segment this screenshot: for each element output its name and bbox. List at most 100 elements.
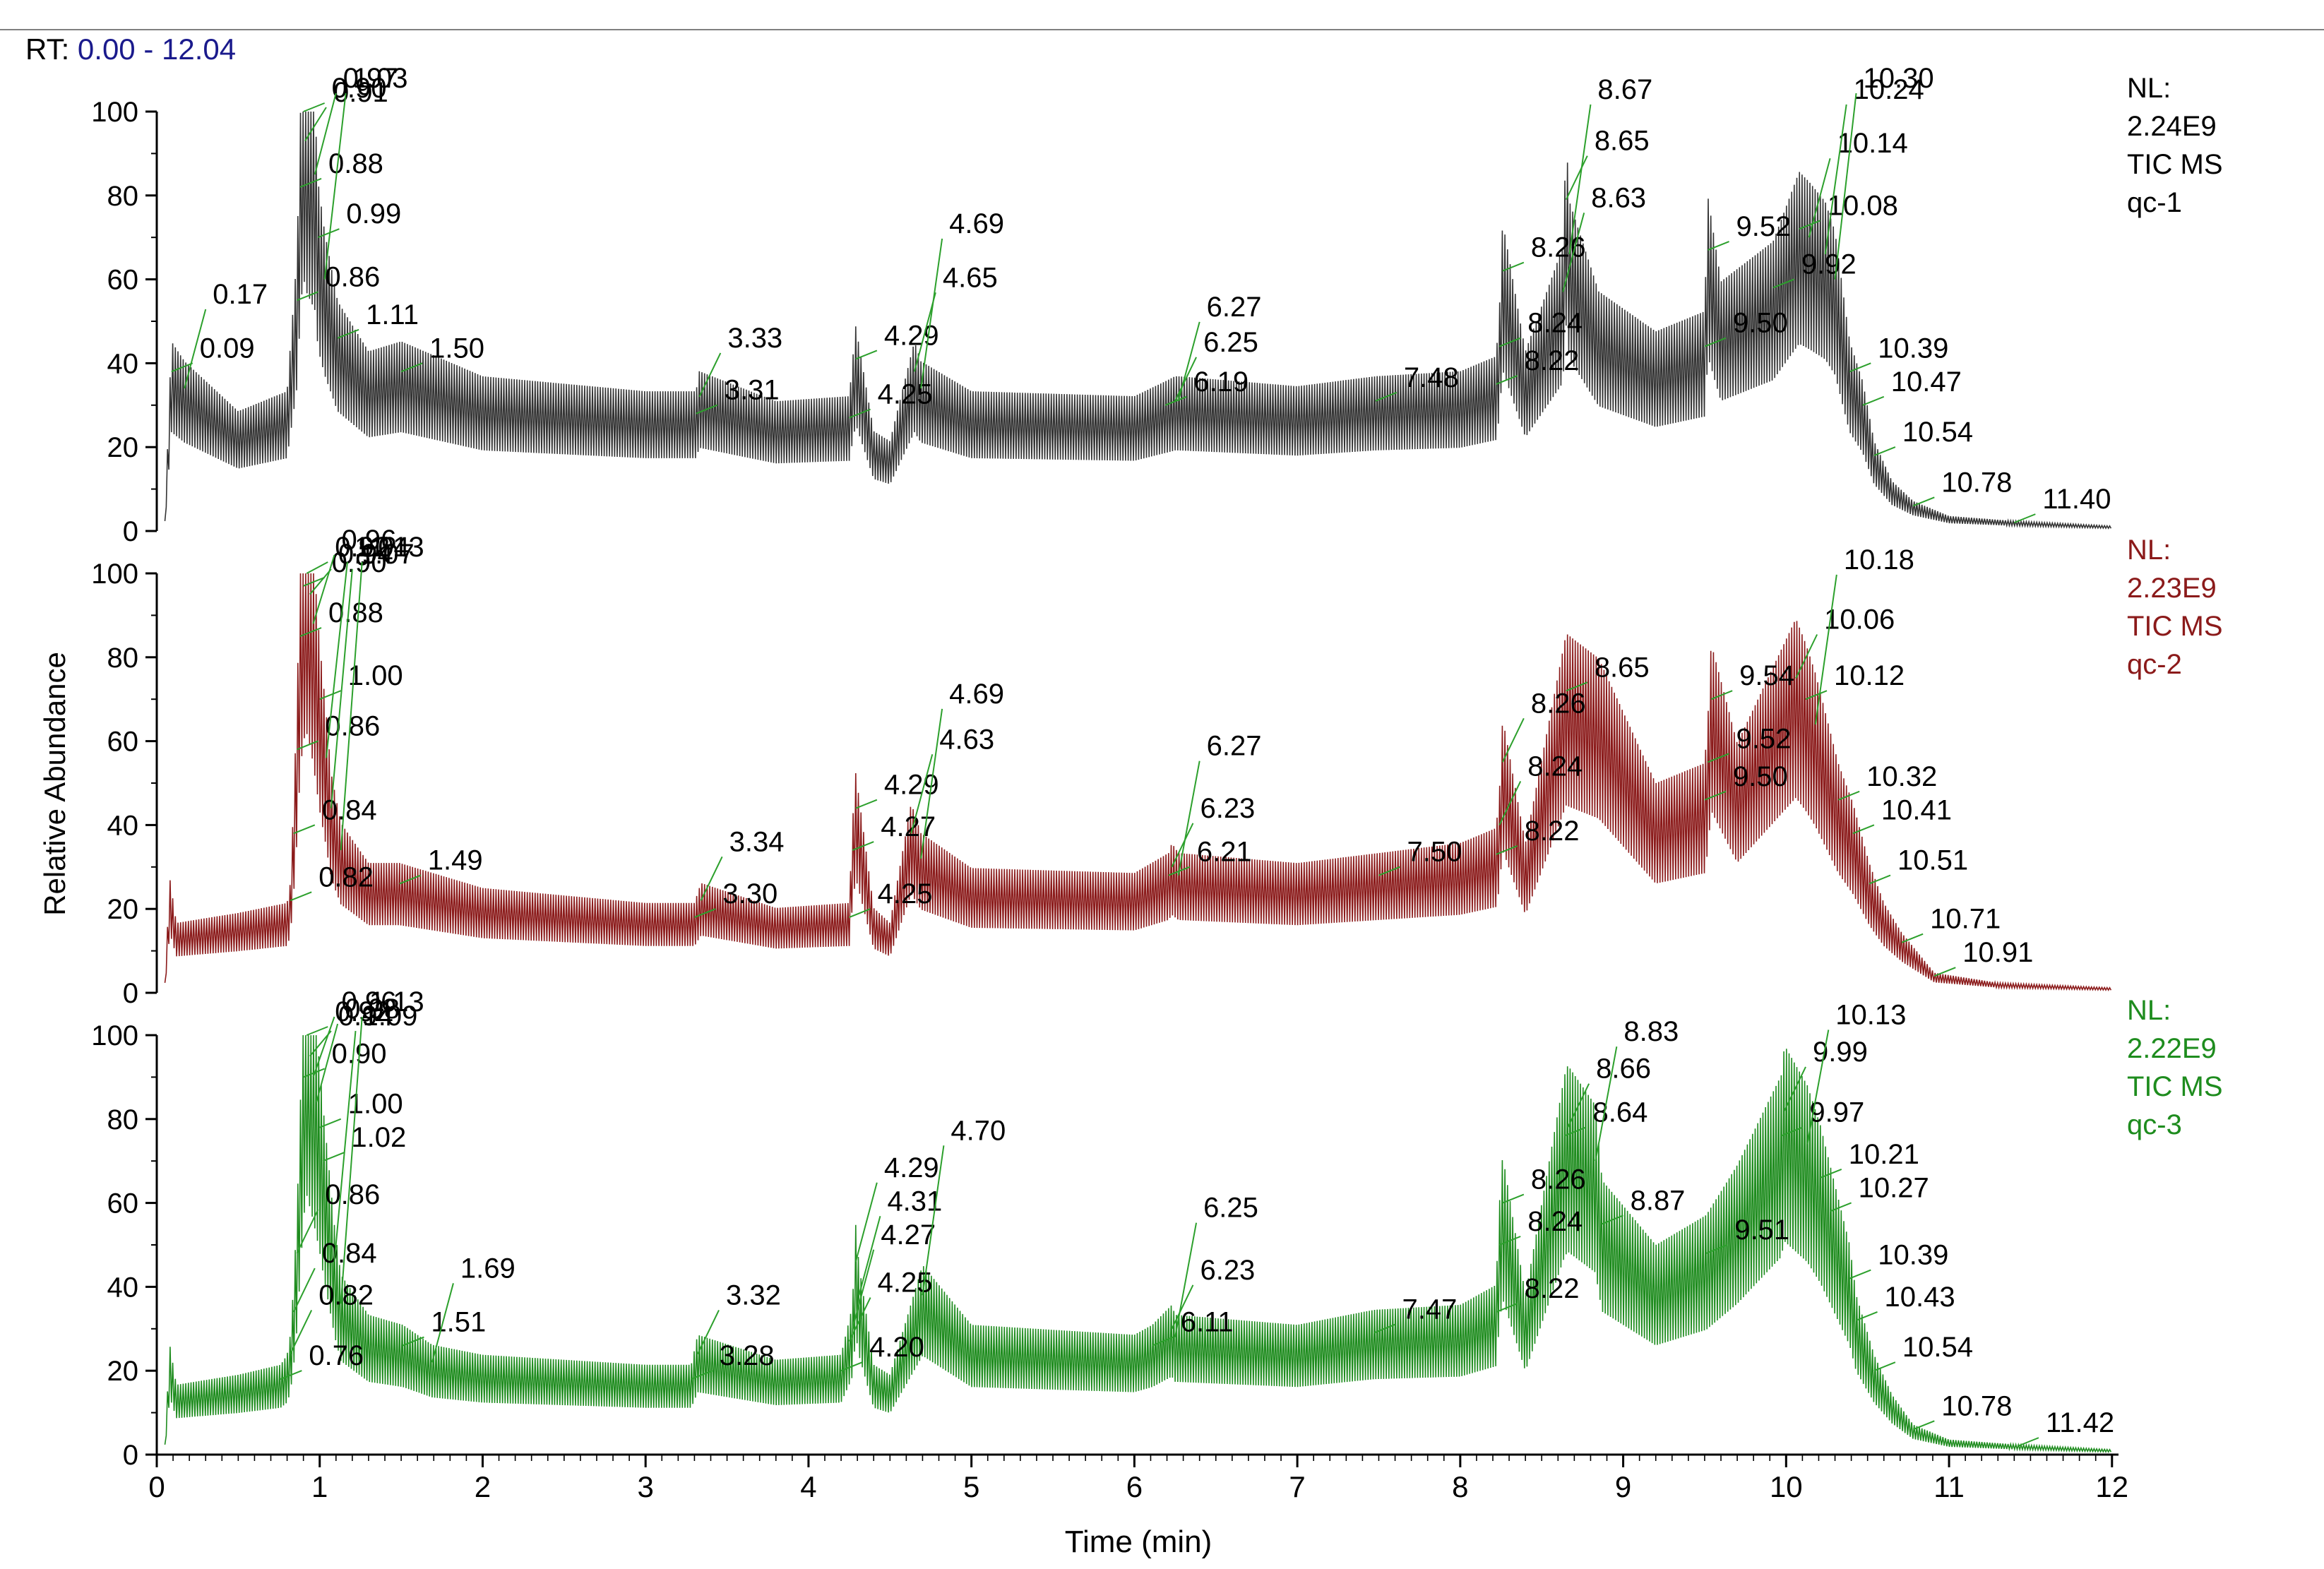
peak-label: 1.00 [348, 1089, 403, 1120]
peak-leader [1174, 1222, 1198, 1337]
peak-leader [1852, 824, 1875, 835]
peak-leader [1869, 874, 1891, 885]
scan-label: TIC MS [2127, 611, 2223, 642]
peak-label: 0.82 [318, 1279, 374, 1311]
x-tick-label: 7 [1289, 1470, 1305, 1503]
peak-leader [1177, 760, 1200, 876]
peak-label: 1.07 [359, 539, 415, 570]
peak-leader [1806, 1030, 1830, 1145]
peak-leader [312, 554, 335, 624]
peak-label: 9.50 [1733, 761, 1788, 792]
nl-label: NL: [2127, 995, 2171, 1026]
peak-leader [700, 856, 723, 901]
peak-label: 10.78 [1941, 467, 2012, 498]
y-tick-label: 60 [107, 1188, 139, 1219]
x-tick-label: 6 [1126, 1470, 1143, 1503]
peak-leader [698, 352, 722, 398]
peak-leader [1708, 753, 1729, 763]
peak-label: 8.67 [1597, 74, 1652, 105]
peak-leader [1498, 780, 1522, 825]
peak-leader [1704, 337, 1727, 347]
peak-label: 9.51 [1734, 1215, 1789, 1246]
peak-label: 6.21 [1197, 837, 1252, 868]
peak-label: 10.27 [1859, 1172, 1929, 1203]
peak-leader [340, 1016, 363, 1304]
y-tick-label: 80 [107, 1104, 139, 1135]
peak-leader [1862, 395, 1885, 406]
peak-label: 10.18 [1844, 544, 1914, 575]
peak-label: 6.27 [1207, 292, 1262, 323]
peak-leader [325, 561, 348, 758]
peak-leader [1820, 1169, 1842, 1179]
peak-leader [1378, 866, 1400, 876]
peak-label: 1.02 [351, 1122, 406, 1153]
sample-name: qc-3 [2127, 1109, 2182, 1140]
peak-label: 10.24 [1854, 74, 1924, 105]
nl-block-qc-2: NL: 2.23E9 TIC MS qc-2 [2127, 531, 2223, 684]
peak-label: 4.69 [949, 679, 1004, 710]
peak-label: 4.65 [943, 262, 998, 293]
peak-label: 8.63 [1591, 182, 1646, 213]
peak-leader [184, 309, 207, 389]
peak-label: 0.97 [343, 63, 398, 94]
peak-label: 0.96 [342, 525, 397, 556]
peak-label: 0.96 [342, 986, 397, 1018]
peak-leader [691, 1370, 713, 1380]
peak-leader [1567, 1083, 1590, 1128]
peak-leader [1164, 395, 1187, 406]
peak-label: 9.99 [1813, 1037, 1868, 1068]
peak-label: 10.41 [1881, 794, 1952, 825]
y-axis-label: Relative Abundance [38, 652, 71, 916]
peak-label: 0.90 [332, 547, 387, 578]
peak-label: 4.25 [878, 379, 933, 410]
sample-name: qc-1 [2127, 187, 2182, 218]
peak-leader [858, 1216, 881, 1296]
peak-label: 4.70 [951, 1115, 1006, 1146]
peak-leader [1152, 1336, 1174, 1347]
y-tick-label: 20 [107, 432, 139, 463]
peak-label: 10.08 [1828, 190, 1898, 221]
peak-leader [290, 891, 312, 902]
peak-leader [1795, 634, 1818, 679]
peak-leader [292, 1267, 316, 1313]
peak-label: 0.88 [328, 597, 383, 628]
scan-label: TIC MS [2127, 1071, 2223, 1102]
peak-label: 0.98 [345, 994, 400, 1025]
peak-leader [1496, 1303, 1518, 1313]
peak-label: 8.24 [1527, 751, 1583, 782]
x-tick-label: 12 [2095, 1470, 2128, 1503]
peak-leader [1501, 717, 1525, 763]
peak-label: 4.69 [949, 208, 1004, 239]
y-tick-label: 0 [123, 1440, 138, 1471]
peak-label: 1.13 [369, 986, 424, 1018]
peak-label: 7.50 [1407, 837, 1462, 868]
peak-leader [1824, 104, 1847, 255]
x-tick-label: 3 [638, 1470, 654, 1503]
peak-leader [1799, 220, 1821, 230]
x-tick-label: 2 [475, 1470, 491, 1503]
peak-leader [1781, 1126, 1803, 1137]
y-tick-label: 100 [91, 1020, 138, 1051]
nl-label: NL: [2127, 73, 2171, 104]
peak-label: 10.06 [1824, 604, 1895, 636]
peak-label: 8.65 [1595, 652, 1650, 683]
peak-label: 0.84 [322, 794, 377, 825]
x-tick-label: 0 [148, 1470, 165, 1503]
peak-leader [1837, 790, 1860, 801]
x-tick-label: 4 [800, 1470, 816, 1503]
peak-leader [340, 561, 363, 851]
peak-label: 0.17 [213, 279, 268, 310]
peak-leader [314, 93, 337, 175]
trace-qc-1 [164, 111, 2112, 530]
peak-leader [280, 1370, 302, 1380]
peak-leader [840, 1361, 863, 1372]
peak-leader [1705, 1243, 1728, 1254]
peak-label: 1.49 [428, 845, 483, 876]
peak-label: 10.54 [1902, 1332, 1973, 1363]
peak-label: 1.69 [460, 1253, 516, 1284]
peak-label: 3.32 [726, 1279, 781, 1311]
peak-label: 8.24 [1527, 1206, 1583, 1237]
peak-leader [309, 568, 332, 595]
peak-leader [171, 362, 193, 373]
peak-label: 9.97 [1809, 1097, 1864, 1128]
